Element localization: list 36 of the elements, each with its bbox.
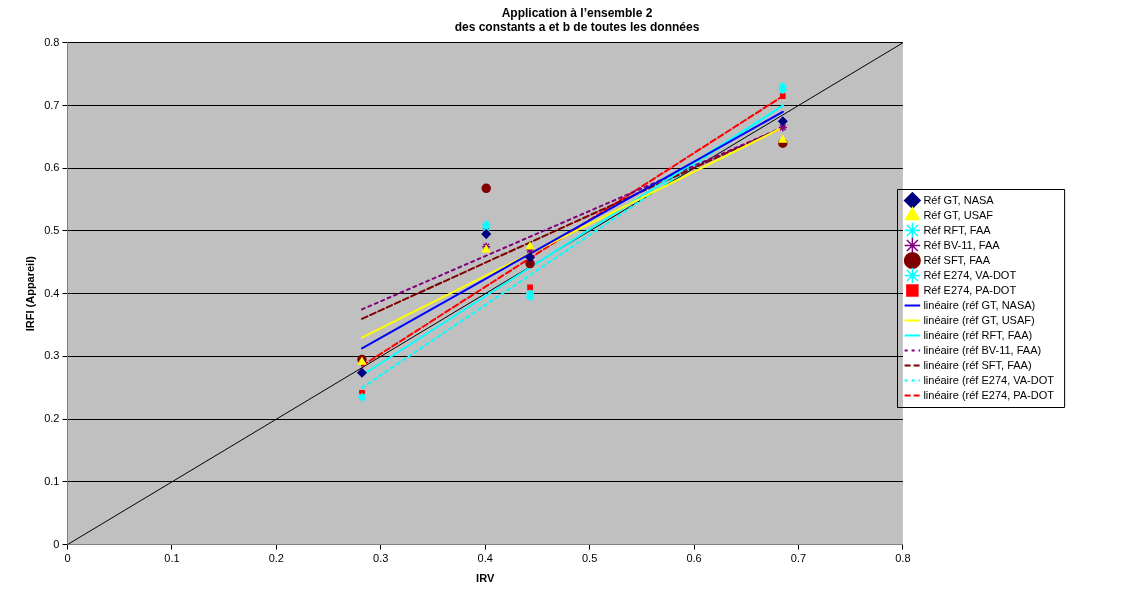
- x-tick-label: 0.5: [581, 552, 598, 565]
- legend-label: linéaire (réf E274, VA-DOT: [923, 373, 1055, 386]
- text: des constants a et b de toutes les données: [454, 19, 700, 34]
- legend-label: Réf RFT, FAA: [923, 223, 992, 236]
- legend-label: linéaire (réf RFT, FAA): [923, 328, 1033, 341]
- y-tick-label: 0.4: [44, 286, 60, 299]
- y-axis-title: IRFI (Appareil): [23, 255, 36, 332]
- y-tick-label: 0.7: [44, 98, 60, 111]
- legend-label: linéaire (réf SFT, FAA): [923, 358, 1032, 371]
- legend-label: Réf E274, VA-DOT: [923, 268, 1017, 281]
- x-tick-label: 0.3: [373, 552, 389, 565]
- x-tick-label: 0.2: [268, 552, 284, 565]
- x-axis-title: IRV: [476, 572, 495, 585]
- x-tick-label: 0.4: [477, 552, 493, 565]
- legend-label: linéaire (réf GT, USAF): [923, 313, 1035, 326]
- x-tick-label: 0: [64, 552, 71, 565]
- legend-label: linéaire (réf BV-11, FAA): [923, 343, 1042, 356]
- legend-label: Réf GT, USAF: [923, 208, 994, 221]
- y-tick-label: 0.1: [44, 474, 60, 487]
- x-tick-label: 0.1: [164, 552, 180, 565]
- y-tick-label: 0.5: [44, 224, 60, 237]
- legend-label: linéaire (réf E274, PA-DOT: [923, 388, 1055, 401]
- y-tick-label: 0: [53, 537, 60, 550]
- y-tick-label: 0.6: [44, 161, 60, 174]
- text: Application à l’ensemble 2: [501, 5, 653, 20]
- legend-label: Réf E274, PA-DOT: [923, 283, 1017, 296]
- x-tick-label: 0.6: [686, 552, 702, 565]
- legend-label: linéaire (réf GT, NASA): [923, 298, 1036, 311]
- x-tick-label: 0.8: [895, 552, 911, 565]
- legend-label: Réf BV-11, FAA: [923, 238, 1001, 251]
- legend-label: Réf GT, NASA: [923, 193, 995, 206]
- x-tick-label: 0.7: [790, 552, 807, 565]
- y-tick-label: 0.2: [44, 412, 60, 425]
- legend-label: Réf SFT, FAA: [923, 253, 991, 266]
- y-tick-label: 0.8: [44, 35, 60, 48]
- y-tick-label: 0.3: [44, 349, 60, 362]
